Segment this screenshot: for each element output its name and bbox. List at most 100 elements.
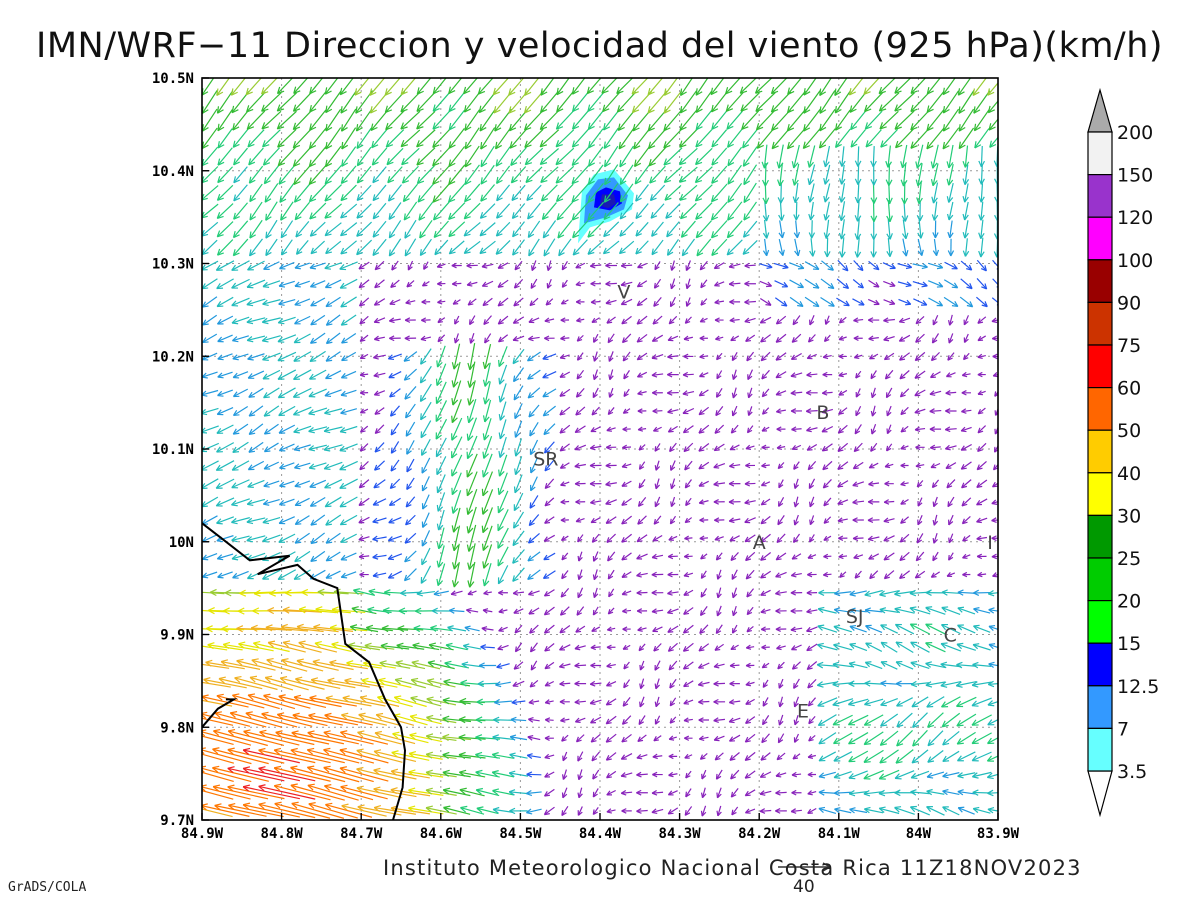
wind-vector bbox=[973, 624, 991, 633]
wind-vector bbox=[234, 675, 278, 691]
wind-vector bbox=[817, 697, 838, 707]
colorbar-label: 15 bbox=[1117, 633, 1141, 655]
wind-vector bbox=[202, 717, 234, 726]
wind-vector bbox=[685, 770, 692, 779]
wind-vector bbox=[698, 735, 709, 741]
wind-vector bbox=[698, 717, 709, 723]
wind-vector bbox=[372, 553, 387, 560]
wind-vector bbox=[833, 771, 852, 779]
city-label: V bbox=[617, 281, 630, 303]
wind-vector bbox=[731, 605, 738, 617]
wind-vector bbox=[910, 770, 930, 780]
wind-vector bbox=[278, 694, 327, 708]
wind-vector bbox=[778, 678, 784, 689]
y-tick-label: 10.5N bbox=[152, 71, 194, 87]
wind-vector bbox=[559, 606, 570, 616]
wind-vector bbox=[202, 753, 235, 764]
wind-vector bbox=[498, 589, 508, 596]
wind-vector bbox=[591, 626, 601, 632]
wind-vector bbox=[806, 608, 818, 614]
wind-vector bbox=[948, 552, 954, 561]
wind-vector bbox=[925, 681, 946, 688]
wind-vector bbox=[356, 748, 403, 763]
wind-vector bbox=[883, 570, 895, 580]
x-tick-label: 84.4W bbox=[579, 826, 622, 842]
colorbar-label: 7 bbox=[1117, 718, 1129, 740]
wind-vector bbox=[941, 589, 960, 596]
wind-vector bbox=[971, 732, 992, 745]
wind-vector bbox=[667, 807, 679, 815]
wind-vector bbox=[868, 553, 880, 560]
wind-vector bbox=[212, 747, 269, 765]
wind-vector bbox=[639, 696, 645, 708]
wind-vector bbox=[396, 642, 425, 650]
wind-vector bbox=[590, 644, 601, 651]
wind-vector bbox=[745, 698, 755, 705]
wind-vector bbox=[654, 715, 661, 725]
wind-vector bbox=[926, 788, 945, 796]
wind-vector bbox=[823, 571, 832, 578]
wind-vector bbox=[746, 626, 754, 633]
wind-vector bbox=[716, 587, 722, 599]
wind-vector bbox=[258, 784, 316, 800]
wind-vector bbox=[818, 589, 837, 596]
wind-vector bbox=[607, 569, 615, 580]
wind-vector bbox=[730, 769, 740, 780]
wind-vector bbox=[818, 771, 836, 779]
wind-vector bbox=[667, 608, 679, 615]
wind-vector bbox=[760, 589, 771, 596]
wind-vector bbox=[621, 571, 632, 578]
wind-vector bbox=[513, 608, 524, 614]
wind-vector bbox=[957, 806, 975, 815]
wind-vector bbox=[793, 678, 800, 689]
wind-vector bbox=[575, 734, 585, 743]
wind-vector bbox=[818, 789, 836, 796]
wind-vector bbox=[560, 717, 570, 723]
wind-vector bbox=[411, 660, 441, 670]
wind-vector bbox=[623, 661, 630, 670]
x-tick-label: 84.3W bbox=[659, 826, 702, 842]
wind-vector bbox=[528, 717, 540, 723]
wind-vector bbox=[493, 716, 513, 724]
wind-vector bbox=[776, 752, 786, 761]
city-label: C bbox=[944, 625, 957, 647]
wind-vector bbox=[698, 699, 710, 705]
wind-vector bbox=[560, 588, 570, 598]
wind-vector bbox=[294, 550, 311, 563]
wind-vector bbox=[227, 784, 285, 800]
wind-vector bbox=[608, 588, 615, 598]
wind-vector bbox=[833, 624, 852, 633]
wind-vector bbox=[227, 747, 285, 764]
wind-vector bbox=[509, 752, 528, 759]
wind-vector bbox=[971, 751, 992, 762]
wind-vector bbox=[409, 732, 443, 743]
wind-vector bbox=[714, 752, 724, 761]
wind-vector bbox=[574, 699, 586, 705]
wind-vector bbox=[561, 805, 569, 817]
wind-vector bbox=[592, 769, 600, 780]
wind-vector bbox=[400, 589, 421, 597]
wind-vector bbox=[492, 806, 514, 814]
wind-vector bbox=[817, 624, 838, 633]
wind-vector bbox=[864, 661, 883, 670]
colorbar-segment bbox=[1087, 216, 1113, 261]
wind-vector bbox=[760, 608, 771, 614]
wind-vector bbox=[731, 806, 739, 816]
x-tick-label: 84.6W bbox=[420, 826, 463, 842]
wind-vector bbox=[899, 570, 911, 580]
wind-vector bbox=[466, 607, 479, 614]
wind-vector bbox=[261, 711, 313, 727]
wind-vector bbox=[258, 802, 316, 819]
wind-vector bbox=[807, 553, 817, 559]
wind-vector bbox=[416, 590, 436, 597]
wind-vector bbox=[497, 546, 509, 567]
wind-vector bbox=[436, 563, 446, 587]
wind-vector bbox=[636, 808, 648, 814]
wind-vector bbox=[526, 789, 542, 797]
wind-vector bbox=[544, 735, 554, 741]
wind-vector bbox=[202, 571, 218, 579]
wind-vector bbox=[761, 733, 770, 744]
wind-vector bbox=[849, 590, 867, 597]
wind-vector bbox=[731, 624, 738, 634]
wind-vector bbox=[790, 608, 803, 614]
